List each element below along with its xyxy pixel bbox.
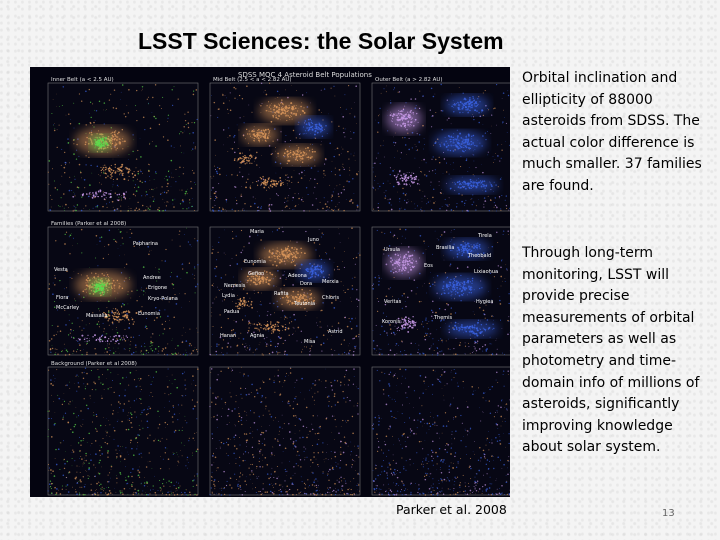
family-label: Tirela [477, 233, 492, 239]
family-label: Hygiea [476, 299, 493, 305]
family-label: Juno [307, 237, 319, 243]
family-label: Eunomia [244, 259, 266, 265]
family-label: Eunomia [138, 311, 160, 317]
family-label: Koronis [382, 319, 401, 325]
family-label: Nemesis [224, 283, 246, 289]
family-label: Agnia [250, 333, 264, 339]
family-label: Themis [433, 315, 453, 321]
page-number: 13 [662, 508, 675, 519]
plot-panel-frame [209, 366, 361, 496]
family-label: Veritas [384, 299, 402, 305]
family-label: McCarley [56, 305, 79, 311]
family-label: Astrid [328, 329, 343, 335]
family-label: Merxia [322, 279, 339, 285]
asteroid-family-figure: SDSS MOC 4 Asteroid Belt Populations Inn… [30, 67, 510, 497]
family-label: Misa [304, 339, 315, 345]
family-label: Lydia [222, 293, 235, 299]
family-label: Maria [250, 229, 264, 235]
family-label: Adeona [288, 273, 307, 279]
family-label: Dora [300, 281, 312, 287]
family-label: Brasilia [436, 245, 454, 251]
paragraph-description: Orbital inclination and ellipticity of 8… [522, 70, 702, 194]
family-label: Teutonia [293, 301, 315, 307]
panel-title: Families (Parker et al 2008) [51, 221, 126, 227]
family-label: Andree [143, 275, 161, 281]
family-label: Eos [424, 263, 433, 269]
family-label: Chloris [322, 295, 340, 301]
panel-title: Outer Belt (a > 2.82 AU) [375, 77, 443, 83]
figure-citation: Parker et al. 2008 [396, 502, 507, 517]
family-label: Erigone [148, 285, 167, 291]
slide-title: LSST Sciences: the Solar System [138, 28, 504, 54]
family-label: Massalia [86, 313, 108, 319]
family-label: Ursula [384, 247, 400, 253]
figure-header: SDSS MOC 4 Asteroid Belt Populations [238, 71, 372, 79]
paragraph-lsst-monitoring: Through long-term monitoring, LSST will … [522, 245, 700, 456]
family-label: Theobald [467, 253, 491, 259]
plot-panel-frame [371, 366, 510, 496]
panel-title: Mid Belt (2.5 < a < 2.82 AU) [213, 77, 292, 83]
panel-title: Inner Belt (a < 2.5 AU) [51, 77, 114, 83]
plot-panel-frame [47, 366, 199, 496]
family-label: Rafita [274, 291, 289, 297]
family-label: Kryo-Polana [148, 296, 178, 302]
family-label: Gefion [248, 271, 264, 277]
family-label: Flora [56, 295, 68, 301]
family-label: Lixiaohua [474, 269, 498, 275]
family-label: Padua [224, 309, 239, 315]
family-label: Papharina [133, 241, 158, 247]
family-label: Hanan [220, 333, 236, 339]
panel-title: Background (Parker et al 2008) [51, 361, 137, 367]
family-label: Vesta [54, 267, 68, 273]
